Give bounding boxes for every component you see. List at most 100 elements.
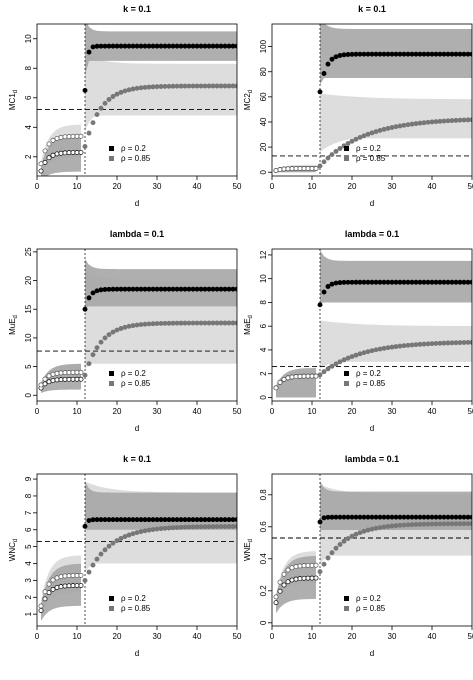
data-point-series-2 (429, 119, 435, 125)
data-point-series-2 (50, 137, 56, 143)
data-point-series-1 (102, 43, 108, 49)
y-axis-label: MuEd (8, 315, 19, 335)
data-point-series-2 (54, 135, 60, 141)
data-point-series-1 (182, 517, 188, 523)
data-point-series-1 (222, 43, 228, 49)
data-point-series-2 (321, 561, 327, 567)
data-point-series-2 (118, 535, 124, 541)
data-point-series-1 (54, 377, 60, 383)
x-tick-label: 40 (193, 407, 202, 416)
data-point-series-2 (337, 359, 343, 365)
data-point-series-1 (206, 43, 212, 49)
confidence-band-series-1-pre (41, 563, 81, 621)
data-point-series-2 (138, 322, 144, 328)
data-point-series-1 (122, 43, 128, 49)
confidence-band-series-1-post (85, 481, 237, 530)
legend-label-series-1: ρ = 0.2 (356, 594, 381, 603)
data-point-series-1 (365, 279, 371, 285)
confidence-band-series-1-post (85, 258, 237, 308)
data-point-series-1 (50, 152, 56, 158)
plot-frame (271, 248, 473, 402)
data-point-series-2 (457, 340, 463, 346)
data-point-series-2 (222, 83, 228, 89)
data-point-series-1 (437, 279, 443, 285)
data-point-series-2 (289, 166, 295, 172)
data-point-series-1 (46, 590, 52, 596)
data-point-series-1 (461, 514, 467, 520)
data-point-series-2 (166, 525, 172, 531)
x-axis-label: d (135, 424, 139, 433)
data-point-series-2 (337, 542, 343, 547)
data-point-series-2 (190, 320, 196, 326)
data-point-series-2 (90, 120, 96, 126)
legend-swatch-series-2 (109, 381, 114, 386)
data-point-series-2 (401, 122, 407, 128)
data-point-series-1 (441, 514, 447, 520)
data-point-series-1 (441, 51, 447, 57)
data-point-series-1 (361, 514, 367, 520)
data-point-series-2 (445, 521, 451, 527)
data-point-series-2 (134, 322, 140, 328)
data-point-series-1 (361, 279, 367, 285)
data-point-series-2 (385, 345, 391, 351)
data-point-series-2 (162, 83, 168, 89)
x-tick-label: 0 (270, 182, 275, 191)
data-point-series-2 (393, 124, 399, 130)
data-point-series-1 (134, 43, 140, 49)
data-point-series-2 (214, 320, 220, 326)
data-point-series-2 (453, 340, 459, 346)
data-point-series-1 (345, 514, 351, 520)
x-tick-label: 0 (270, 407, 275, 416)
data-point-series-2 (413, 522, 419, 527)
data-point-series-2 (54, 575, 60, 581)
data-point-series-2 (313, 562, 319, 568)
data-point-series-2 (357, 134, 363, 140)
data-point-series-2 (58, 370, 64, 376)
data-point-series-2 (345, 536, 351, 541)
data-point-series-1 (62, 583, 68, 589)
data-point-series-2 (409, 522, 415, 528)
data-point-series-2 (118, 89, 124, 95)
data-point-series-2 (461, 521, 467, 527)
data-point-series-2 (82, 372, 88, 378)
x-tick-label: 0 (35, 632, 40, 641)
data-point-series-2 (425, 119, 431, 125)
data-point-series-1 (381, 514, 387, 520)
data-point-series-2 (285, 166, 291, 172)
data-point-series-1 (345, 279, 351, 285)
data-point-series-1 (50, 378, 56, 384)
data-point-series-2 (194, 524, 200, 530)
data-point-series-2 (457, 521, 463, 527)
data-point-series-2 (150, 84, 156, 90)
y-tick-label: 7 (24, 510, 33, 515)
data-point-series-2 (46, 373, 52, 379)
legend-label-series-2: ρ = 0.85 (121, 604, 151, 613)
data-point-series-2 (102, 547, 108, 553)
data-point-series-1 (86, 518, 92, 523)
data-point-series-2 (178, 320, 184, 326)
data-point-series-2 (441, 521, 447, 527)
x-tick-label: 20 (348, 182, 357, 191)
data-point-series-1 (66, 583, 72, 589)
data-point-series-2 (86, 130, 92, 136)
data-point-series-1 (130, 517, 136, 523)
data-point-series-1 (158, 517, 164, 523)
x-tick-label: 10 (73, 182, 82, 191)
data-point-series-2 (329, 550, 335, 556)
y-tick-label: 20 (24, 276, 33, 285)
data-point-series-1 (433, 51, 439, 57)
data-point-series-2 (381, 524, 387, 530)
data-point-series-2 (206, 83, 212, 89)
data-point-series-2 (122, 88, 128, 94)
data-point-series-1 (110, 286, 116, 292)
data-point-series-2 (353, 531, 359, 537)
data-point-series-2 (425, 341, 431, 347)
data-point-series-1 (457, 279, 463, 285)
data-point-series-2 (273, 168, 279, 173)
data-point-series-2 (126, 323, 132, 329)
data-point-series-2 (166, 320, 172, 326)
data-point-series-1 (190, 43, 196, 49)
y-axis-label: WNCd (8, 539, 19, 561)
data-point-series-1 (174, 43, 180, 49)
data-point-series-2 (146, 84, 152, 90)
